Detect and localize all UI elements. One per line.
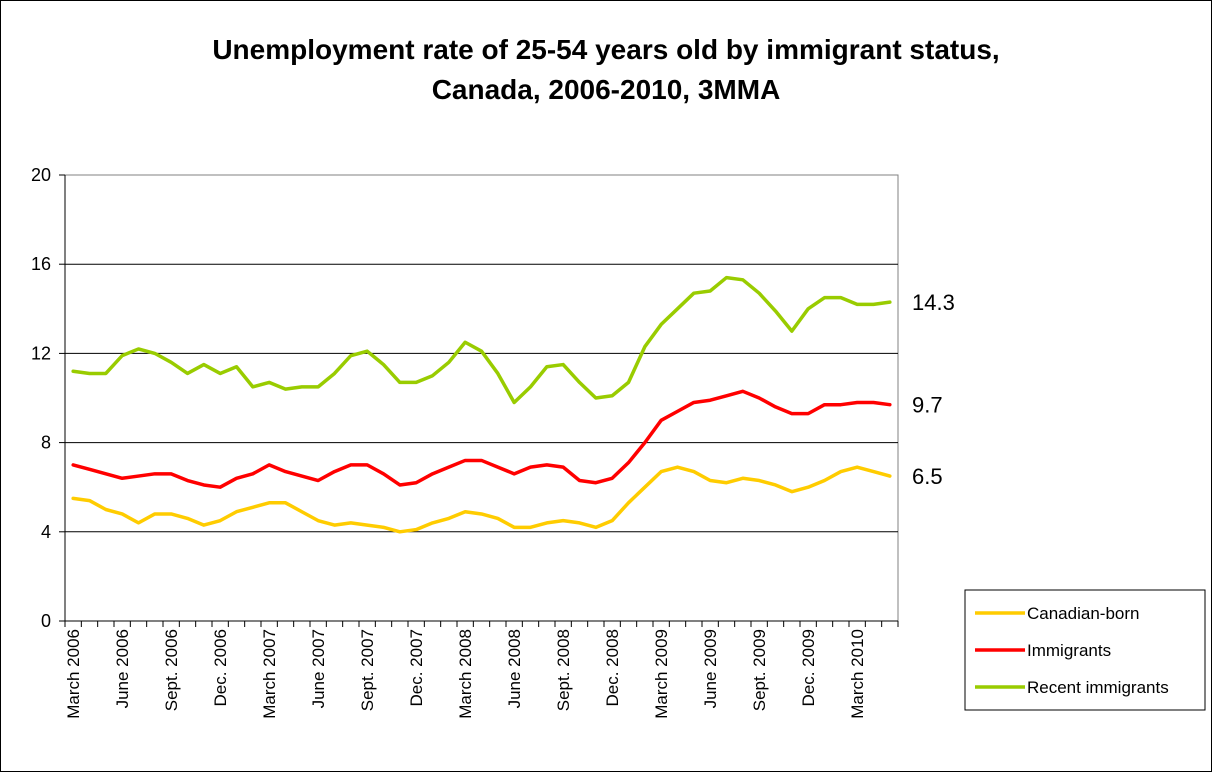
x-tick-label: March 2009	[652, 629, 671, 719]
x-axis: March 2006 June 2006 Sept. 2006 Dec. 2006 Ma…	[64, 620, 899, 719]
y-tick-label-8: 8	[41, 433, 51, 453]
end-label-immigrants: 9.7	[912, 393, 943, 418]
legend-label-canadian-born: Canadian-born	[1027, 604, 1139, 623]
series-line-immigrants	[71, 389, 892, 489]
x-tick-label: March 2008	[456, 629, 475, 719]
x-tick-label: March 2006	[64, 629, 83, 719]
series-lines	[71, 275, 892, 534]
x-tick-label: June 2006	[113, 629, 132, 708]
x-tick-label: June 2008	[505, 629, 524, 708]
y-axis: 0 4 8 12 16 20	[31, 165, 66, 631]
chart-title-line-2: Canada, 2006-2010, 3MMA	[431, 74, 781, 105]
series-line-recent-immigrants	[71, 275, 892, 405]
y-tick-label-12: 12	[31, 343, 51, 363]
end-labels: 6.5 9.7 14.3	[912, 290, 955, 489]
x-tick-label: March 2007	[260, 629, 279, 719]
end-label-canadian-born: 6.5	[912, 464, 943, 489]
x-tick-label: Sept. 2007	[358, 629, 377, 711]
legend-label-immigrants: Immigrants	[1027, 641, 1111, 660]
x-tick-label: Dec. 2009	[799, 629, 818, 707]
legend-label-recent-immigrants: Recent immigrants	[1027, 678, 1169, 697]
x-tick-label: June 2009	[701, 629, 720, 708]
chart-title-line-1: Unemployment rate of 25-54 years old by …	[212, 34, 1000, 65]
x-tick-label: Dec. 2008	[603, 629, 622, 707]
x-tick-label: Sept. 2009	[750, 629, 769, 711]
x-tick-label: March 2010	[848, 629, 867, 719]
plot-border	[64, 174, 899, 622]
plot-area	[64, 174, 899, 622]
x-tick-label: Dec. 2007	[407, 629, 426, 707]
x-tick-label: Dec. 2006	[211, 629, 230, 707]
chart-title: Unemployment rate of 25-54 years old by …	[0, 30, 1212, 110]
x-tick-label: Sept. 2006	[162, 629, 181, 711]
y-tick-label-20: 20	[31, 165, 51, 185]
legend: Canadian-born Immigrants Recent immigrants	[964, 589, 1206, 711]
y-tick-label-4: 4	[41, 522, 51, 542]
y-tick-label-16: 16	[31, 254, 51, 274]
series-line-canadian-born	[71, 465, 892, 534]
y-tick-label-0: 0	[41, 611, 51, 631]
x-tick-label: June 2007	[309, 629, 328, 708]
x-tick-label: Sept. 2008	[554, 629, 573, 711]
end-label-recent-immigrants: 14.3	[912, 290, 955, 315]
